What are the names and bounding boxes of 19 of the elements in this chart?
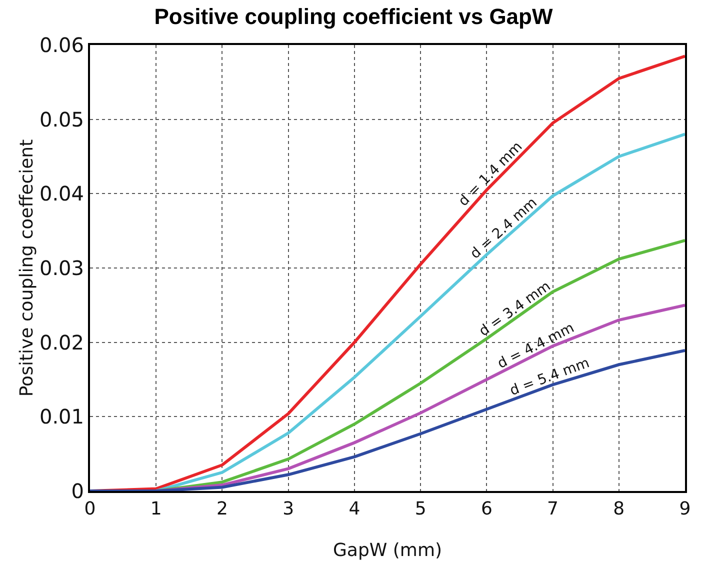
x-tick-label: 8 bbox=[613, 498, 625, 520]
y-tick-label: 0.01 bbox=[39, 404, 84, 429]
x-tick-label: 1 bbox=[150, 498, 162, 520]
y-tick-label: 0.03 bbox=[39, 256, 84, 280]
x-tick-label: 2 bbox=[216, 498, 228, 520]
chart-title: Positive coupling coefficient vs GapW bbox=[154, 4, 553, 29]
y-tick-label: 0.02 bbox=[39, 330, 84, 354]
x-tick-label: 3 bbox=[282, 498, 294, 520]
y-tick-label: 0.05 bbox=[39, 107, 84, 132]
x-tick-label: 6 bbox=[480, 498, 492, 520]
y-tick-label: 0.06 bbox=[39, 33, 84, 57]
x-axis-title: GapW (mm) bbox=[332, 540, 442, 561]
y-axis-title: Positive coupling coeffecient bbox=[16, 139, 38, 397]
y-tick-label: 0.04 bbox=[39, 182, 84, 206]
x-tick-label: 7 bbox=[547, 498, 559, 520]
x-tick-label: 4 bbox=[348, 498, 360, 520]
x-tick-label: 9 bbox=[679, 498, 691, 520]
x-tick-label: 5 bbox=[414, 498, 426, 520]
y-tick-label: 0 bbox=[71, 479, 84, 503]
